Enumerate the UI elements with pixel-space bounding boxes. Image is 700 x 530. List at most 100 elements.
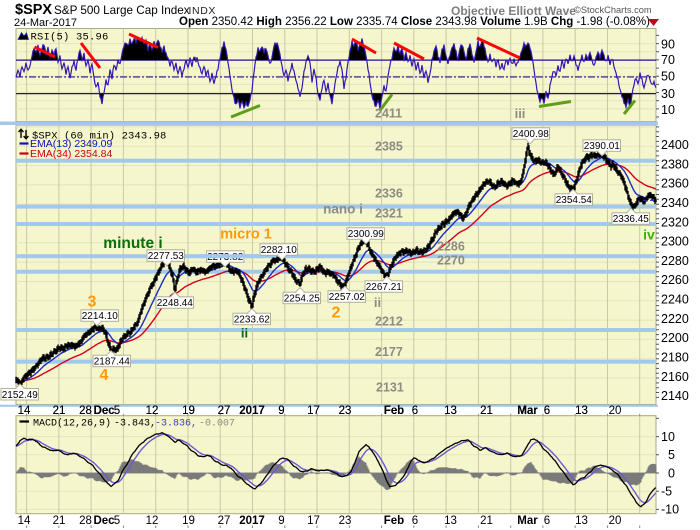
svg-text:2360: 2360: [661, 177, 689, 191]
svg-text:2336: 2336: [375, 186, 403, 200]
svg-text:14: 14: [18, 405, 31, 417]
svg-text:$SPX (60 min) 2343.98: $SPX (60 min) 2343.98: [32, 131, 166, 143]
svg-text:2320: 2320: [661, 215, 689, 229]
svg-text:23: 23: [339, 405, 352, 417]
svg-text:13: 13: [575, 515, 588, 527]
svg-text:13: 13: [575, 405, 588, 417]
svg-text:-3.836,: -3.836,: [155, 419, 197, 430]
svg-text:2400: 2400: [661, 138, 689, 152]
svg-text:Dec: Dec: [93, 515, 115, 527]
svg-text:10: 10: [661, 103, 675, 117]
svg-text:9: 9: [278, 515, 284, 527]
svg-text:2277.53: 2277.53: [148, 251, 185, 262]
svg-text:Feb: Feb: [384, 405, 404, 417]
svg-text:2390.01: 2390.01: [584, 141, 621, 152]
svg-text:13: 13: [444, 405, 457, 417]
svg-text:6: 6: [544, 405, 550, 417]
svg-text:6: 6: [544, 405, 550, 417]
svg-text:Mar: Mar: [517, 515, 538, 527]
svg-text:2131: 2131: [376, 380, 404, 394]
svg-text:27: 27: [218, 405, 231, 417]
svg-text:21: 21: [53, 405, 66, 417]
svg-text:6: 6: [412, 405, 418, 417]
svg-text:-3.843,: -3.843,: [114, 419, 156, 430]
svg-text:90: 90: [661, 38, 675, 52]
svg-text:2233.62: 2233.62: [234, 315, 271, 326]
svg-text:2300.99: 2300.99: [348, 229, 385, 240]
svg-text:23: 23: [339, 515, 352, 527]
svg-text:12: 12: [146, 405, 159, 417]
svg-text:2257.02: 2257.02: [329, 292, 366, 303]
svg-text:5: 5: [114, 405, 120, 417]
svg-text:2267.21: 2267.21: [366, 282, 403, 293]
svg-text:4: 4: [100, 367, 109, 384]
svg-text:70: 70: [661, 53, 675, 67]
svg-text:2017: 2017: [239, 405, 265, 417]
svg-text:14: 14: [18, 405, 31, 417]
svg-text:2200: 2200: [661, 331, 689, 345]
svg-text:Dec: Dec: [93, 405, 115, 417]
svg-text:-10: -10: [661, 503, 679, 517]
svg-text:20: 20: [609, 405, 622, 417]
svg-text:19: 19: [182, 515, 195, 527]
svg-text:13: 13: [444, 515, 457, 527]
svg-text:2187.44: 2187.44: [94, 357, 131, 368]
svg-text:2: 2: [332, 305, 341, 322]
svg-text:2017: 2017: [239, 515, 265, 527]
svg-text:Feb: Feb: [384, 405, 404, 417]
svg-text:21: 21: [53, 515, 66, 527]
svg-text:micro 1: micro 1: [220, 227, 272, 243]
svg-text:2214.10: 2214.10: [82, 311, 119, 322]
svg-text:0: 0: [668, 466, 675, 480]
svg-text:-5: -5: [661, 485, 672, 499]
svg-text:21: 21: [480, 515, 493, 527]
svg-text:2286: 2286: [437, 239, 465, 253]
svg-text:2340: 2340: [661, 196, 689, 210]
svg-text:28: 28: [79, 515, 92, 527]
svg-text:2160: 2160: [661, 370, 689, 384]
svg-text:2212: 2212: [375, 315, 403, 329]
svg-text:30: 30: [661, 87, 675, 101]
svg-text:14: 14: [18, 515, 31, 527]
svg-text:6: 6: [544, 515, 550, 527]
svg-text:6: 6: [412, 515, 418, 527]
svg-text:2354.54: 2354.54: [556, 195, 593, 206]
svg-text:2140: 2140: [661, 389, 689, 403]
svg-text:5: 5: [114, 405, 120, 417]
svg-text:2336.45: 2336.45: [613, 214, 650, 225]
svg-text:28: 28: [79, 405, 92, 417]
svg-text:27: 27: [218, 515, 231, 527]
svg-text:21: 21: [480, 405, 493, 417]
svg-text:Mar: Mar: [518, 405, 538, 417]
svg-text:20: 20: [609, 515, 622, 527]
svg-text:12: 12: [146, 515, 159, 527]
svg-text:ii: ii: [374, 295, 381, 310]
svg-text:23: 23: [339, 405, 352, 417]
svg-text:2180: 2180: [661, 351, 689, 365]
svg-text:19: 19: [182, 405, 195, 417]
svg-text:2248.44: 2248.44: [157, 298, 194, 309]
svg-text:9: 9: [278, 405, 284, 417]
svg-text:Feb: Feb: [384, 515, 404, 527]
svg-text:2321: 2321: [375, 206, 403, 220]
svg-text:minute i: minute i: [103, 235, 162, 252]
svg-text:2260: 2260: [661, 273, 689, 287]
svg-text:2254.25: 2254.25: [284, 294, 321, 305]
svg-text:2282.10: 2282.10: [261, 245, 298, 256]
svg-text:2380: 2380: [661, 157, 689, 171]
svg-text:2017: 2017: [239, 405, 265, 417]
svg-text:3: 3: [88, 294, 97, 311]
svg-text:2300: 2300: [661, 235, 689, 249]
svg-text:EMA(13) 2349.09: EMA(13) 2349.09: [30, 138, 112, 150]
svg-text:2385: 2385: [375, 140, 403, 154]
svg-text:6: 6: [412, 405, 418, 417]
svg-text:21: 21: [480, 405, 493, 417]
svg-text:19: 19: [182, 405, 195, 417]
svg-text:Mar: Mar: [517, 405, 538, 417]
svg-text:13: 13: [575, 405, 588, 417]
svg-text:2411: 2411: [375, 107, 402, 121]
svg-text:2220: 2220: [661, 312, 689, 326]
svg-text:50: 50: [661, 70, 675, 84]
svg-text:2280: 2280: [661, 254, 689, 268]
svg-text:27: 27: [218, 405, 231, 417]
